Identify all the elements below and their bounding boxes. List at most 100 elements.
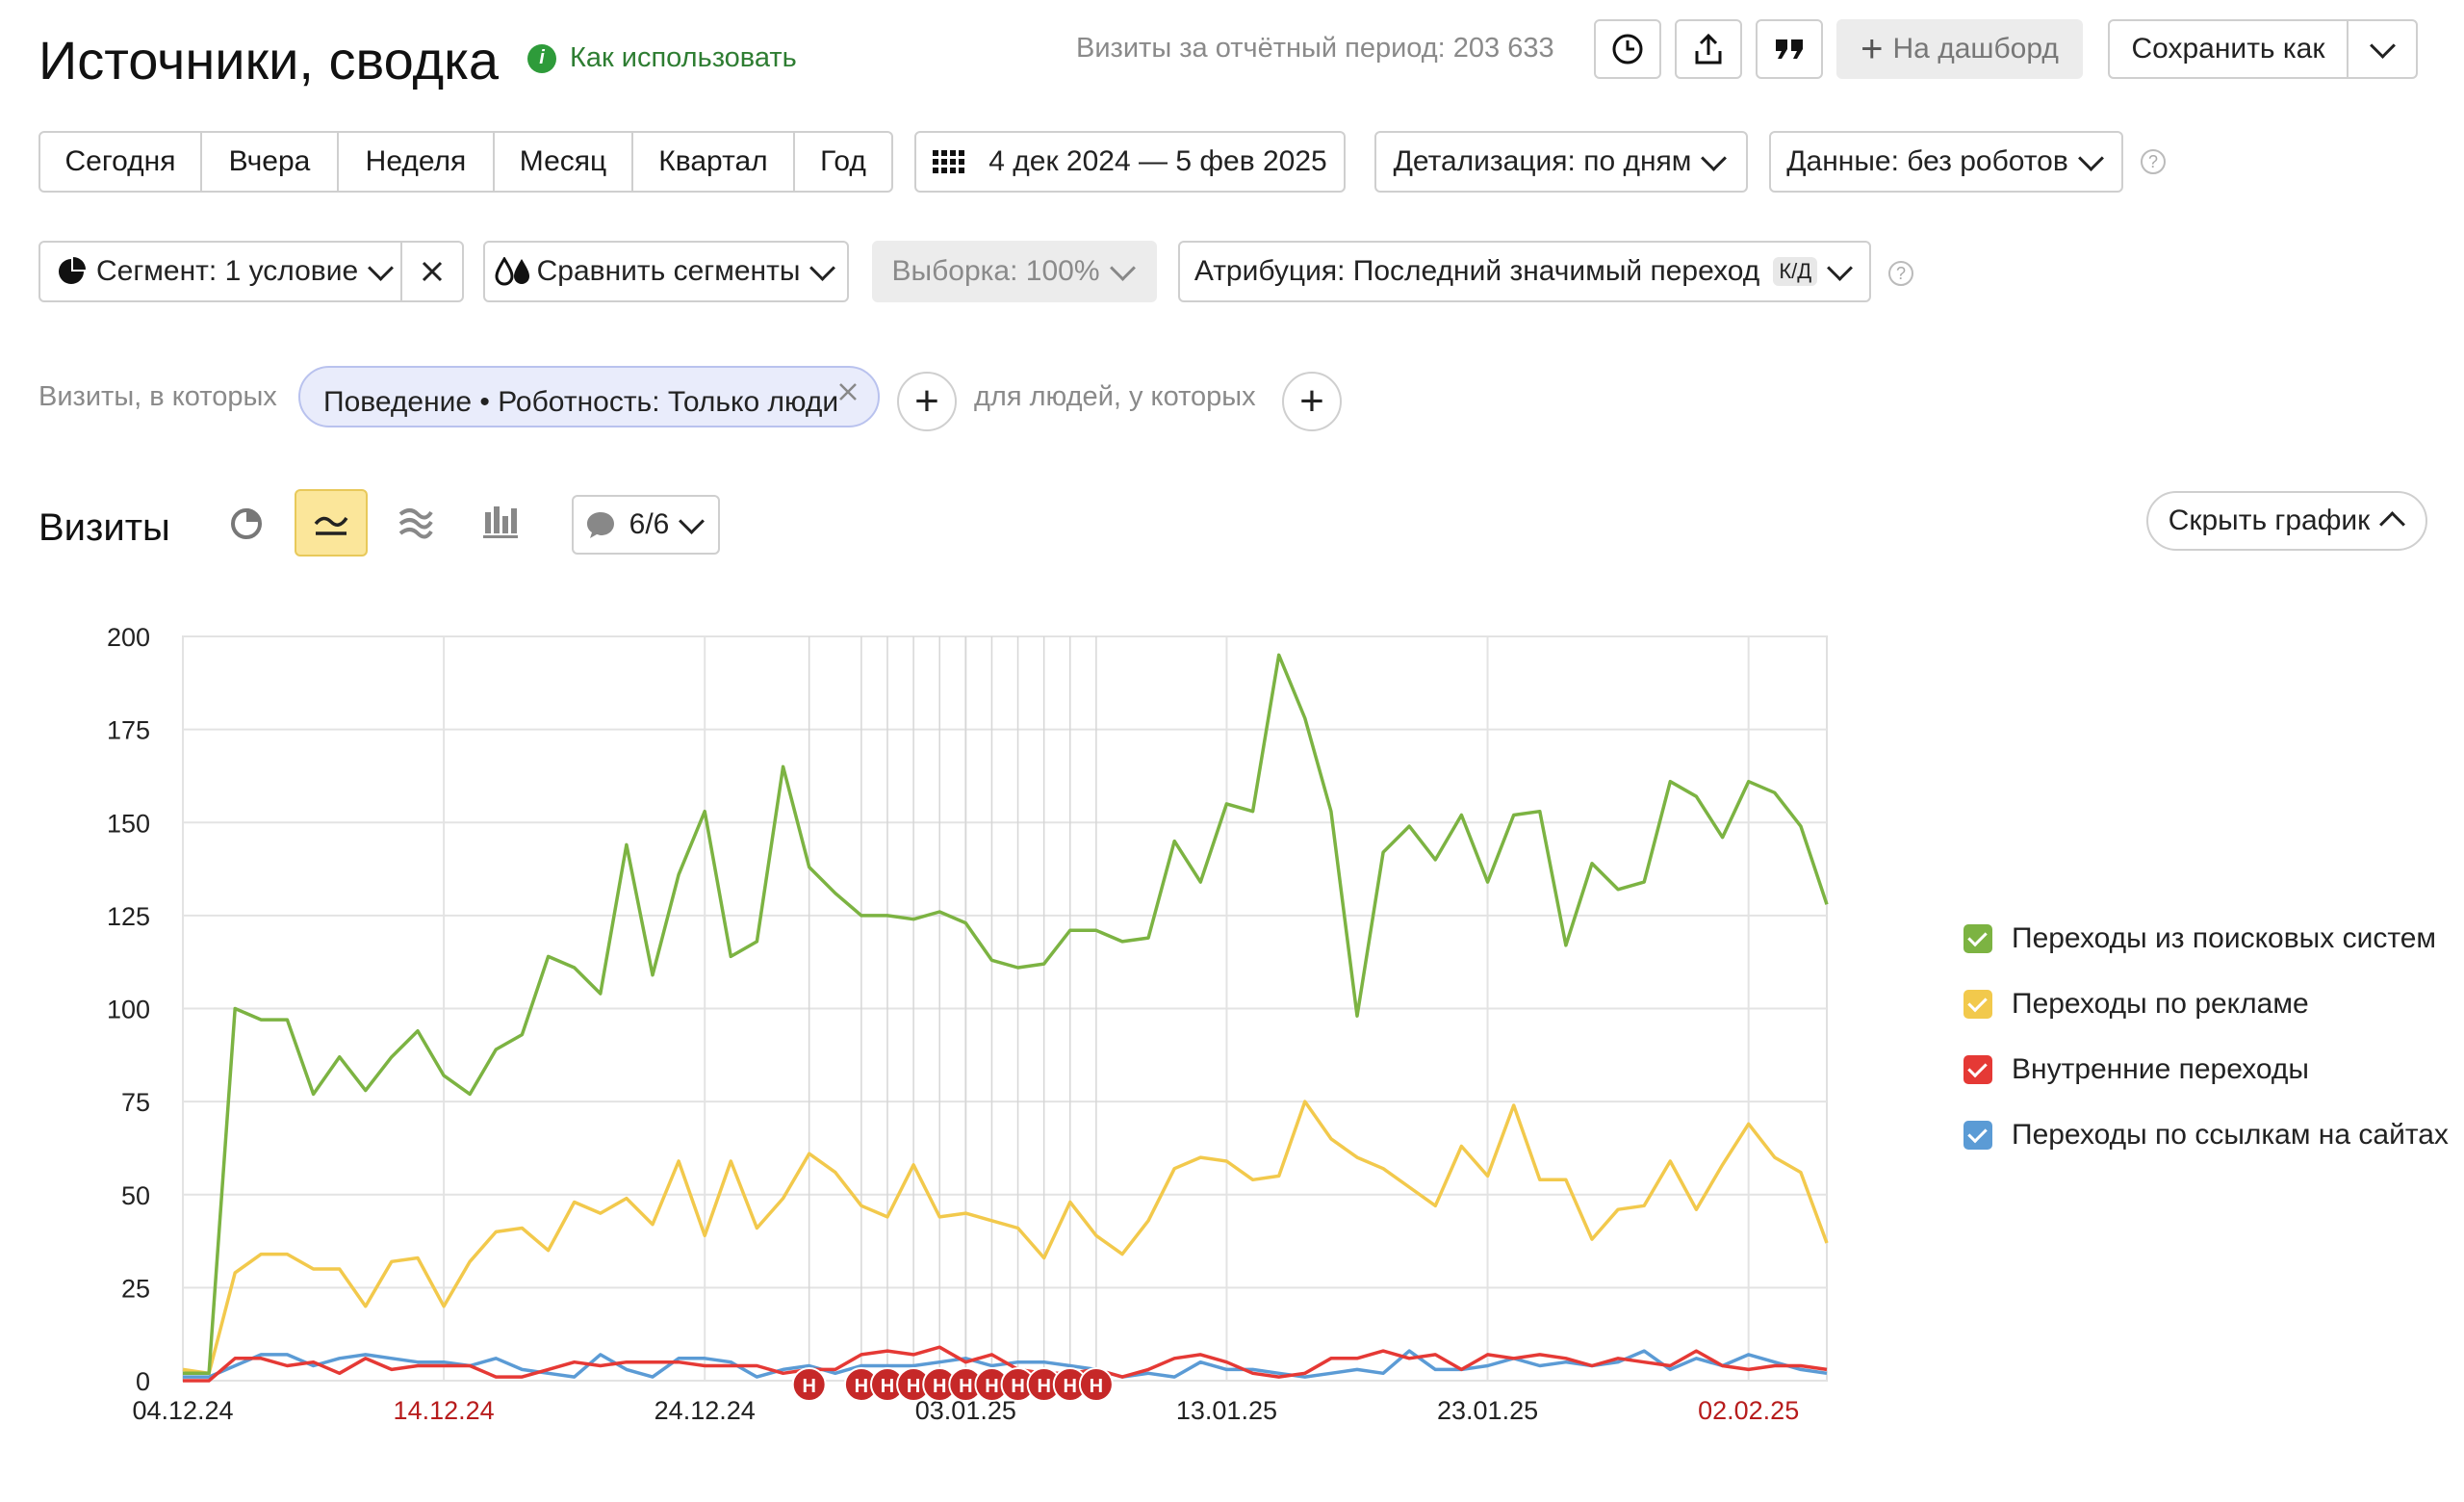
- info-icon: i: [527, 43, 556, 73]
- legend-item-internal[interactable]: Внутренние переходы: [1964, 1053, 2309, 1086]
- chevron-down-icon: [1827, 254, 1854, 281]
- svg-text:Н: Н: [1037, 1376, 1050, 1397]
- x-tick-label: 02.02.25: [1698, 1396, 1799, 1425]
- save-as-button[interactable]: Сохранить как: [2108, 19, 2348, 79]
- svg-text:Н: Н: [959, 1376, 972, 1397]
- holiday-marker[interactable]: Н: [791, 1367, 827, 1402]
- date-range-button[interactable]: 4 дек 2024 — 5 фев 2025: [914, 131, 1346, 193]
- add-user-condition-button[interactable]: +: [1282, 372, 1342, 431]
- page-title: Источники, сводка: [38, 30, 500, 91]
- segment-clear-button[interactable]: [400, 241, 464, 302]
- bar-chart-icon: [483, 506, 518, 538]
- period-tabs: Сегодня Вчера Неделя Месяц Квартал Год: [38, 131, 893, 193]
- filter-middle: для людей, у которых: [974, 381, 1256, 412]
- tab-year[interactable]: Год: [820, 145, 866, 177]
- attribution-dropdown[interactable]: Атрибуция: Последний значимый переход К/…: [1178, 241, 1871, 302]
- legend-item-links[interactable]: Переходы по ссылкам на сайтах: [1964, 1119, 2449, 1152]
- comment-icon: [586, 512, 614, 538]
- y-tick-label: 150: [107, 809, 150, 838]
- y-tick-label: 125: [107, 902, 150, 931]
- export-button[interactable]: [1675, 19, 1742, 79]
- svg-text:Н: Н: [881, 1376, 894, 1397]
- y-tick-label: 50: [121, 1181, 150, 1210]
- tab-week[interactable]: Неделя: [339, 133, 495, 191]
- chart-type-pie[interactable]: [227, 503, 266, 541]
- legend-item-ads[interactable]: Переходы по рекламе: [1964, 988, 2309, 1021]
- compare-segments-dropdown[interactable]: Сравнить сегменты: [483, 241, 849, 302]
- how-to-use-label: Как использовать: [570, 42, 797, 73]
- plus-icon: +: [1861, 27, 1884, 70]
- legend-item-search[interactable]: Переходы из поисковых систем: [1964, 922, 2436, 955]
- holiday-marker[interactable]: Н: [974, 1367, 1010, 1402]
- chevron-down-icon: [679, 507, 706, 534]
- pie-segment-icon: [59, 257, 86, 284]
- checkbox-checked-icon: [1964, 924, 1992, 953]
- chevron-down-icon: [368, 254, 395, 281]
- chart-type-line[interactable]: [295, 489, 368, 557]
- y-tick-label: 25: [121, 1274, 150, 1303]
- holiday-marker[interactable]: Н: [922, 1367, 958, 1402]
- close-icon[interactable]: [837, 381, 859, 402]
- attribution-badge: К/Д: [1773, 257, 1818, 286]
- help-icon[interactable]: ?: [1888, 261, 1913, 286]
- x-tick-label: 23.01.25: [1437, 1396, 1538, 1425]
- chevron-down-icon: [1701, 144, 1728, 171]
- y-tick-label: 175: [107, 716, 150, 745]
- svg-text:Н: Н: [802, 1376, 815, 1397]
- line-chart-icon: [314, 516, 348, 535]
- chevron-down-icon: [2077, 144, 2104, 171]
- sample-dropdown[interactable]: Выборка: 100%: [872, 241, 1157, 302]
- area-chart-icon: [398, 508, 433, 539]
- x-tick-label: 14.12.24: [394, 1396, 495, 1425]
- series-line-0: [183, 653, 1829, 1376]
- quote-icon: [1776, 39, 1803, 59]
- chevron-up-icon: [2379, 510, 2406, 537]
- drops-icon: [495, 257, 529, 286]
- save-as-dropdown[interactable]: [2347, 19, 2418, 79]
- how-to-use-link[interactable]: i Как использовать: [527, 42, 797, 74]
- svg-text:Н: Н: [933, 1376, 946, 1397]
- chart-title: Визиты: [38, 506, 170, 549]
- tab-quarter[interactable]: Квартал: [633, 133, 795, 191]
- chevron-down-icon: [1109, 254, 1136, 281]
- chevron-down-icon: [809, 254, 836, 281]
- chart-type-bar[interactable]: [481, 503, 522, 543]
- x-tick-label: 24.12.24: [654, 1396, 756, 1425]
- add-visit-condition-button[interactable]: +: [897, 372, 957, 431]
- to-dashboard-button[interactable]: + На дашборд: [1836, 19, 2083, 79]
- svg-text:Н: Н: [1090, 1376, 1103, 1397]
- subscribe-button[interactable]: [1756, 19, 1823, 79]
- svg-text:Н: Н: [907, 1376, 920, 1397]
- visits-summary: Визиты за отчётный период: 203 633: [1076, 33, 1554, 64]
- tab-month[interactable]: Месяц: [495, 133, 633, 191]
- y-tick-label: 100: [107, 996, 150, 1024]
- tab-yesterday[interactable]: Вчера: [202, 133, 339, 191]
- holiday-marker[interactable]: Н: [1052, 1367, 1088, 1402]
- calendar-grid-icon: [933, 150, 965, 173]
- svg-text:Н: Н: [985, 1376, 998, 1397]
- hide-chart-button[interactable]: Скрыть график: [2146, 491, 2427, 551]
- y-tick-label: 0: [136, 1367, 150, 1396]
- detail-dropdown[interactable]: Детализация: по дням: [1374, 131, 1748, 193]
- filter-prefix: Визиты, в которых: [38, 381, 277, 412]
- x-tick-label: 13.01.25: [1176, 1396, 1277, 1425]
- pie-chart-icon: [231, 508, 262, 539]
- help-icon[interactable]: ?: [2141, 149, 2166, 174]
- y-tick-label: 75: [121, 1088, 150, 1117]
- chart-type-area[interactable]: [397, 503, 437, 543]
- filter-chip[interactable]: Поведение • Роботность: Только люди: [298, 366, 880, 427]
- chevron-down-icon: [2369, 32, 2396, 59]
- share-icon: [1695, 33, 1722, 65]
- data-filter-dropdown[interactable]: Данные: без роботов: [1769, 131, 2123, 193]
- annotations-dropdown[interactable]: 6/6: [572, 495, 720, 555]
- visits-line-chart: 0 25 50 75 100 125 150 175 200 04.12.24 14.12.24 2…: [107, 623, 1829, 1425]
- segment-dropdown[interactable]: Сегмент: 1 условие: [38, 241, 402, 302]
- holiday-marker[interactable]: Н: [1078, 1367, 1114, 1402]
- tab-today[interactable]: Сегодня: [40, 133, 202, 191]
- history-button[interactable]: [1594, 19, 1661, 79]
- x-tick-label: 04.12.24: [132, 1396, 233, 1425]
- svg-text:Н: Н: [855, 1376, 868, 1397]
- y-tick-label: 200: [107, 623, 150, 652]
- checkbox-checked-icon: [1964, 1121, 1992, 1150]
- clock-icon: [1612, 34, 1643, 65]
